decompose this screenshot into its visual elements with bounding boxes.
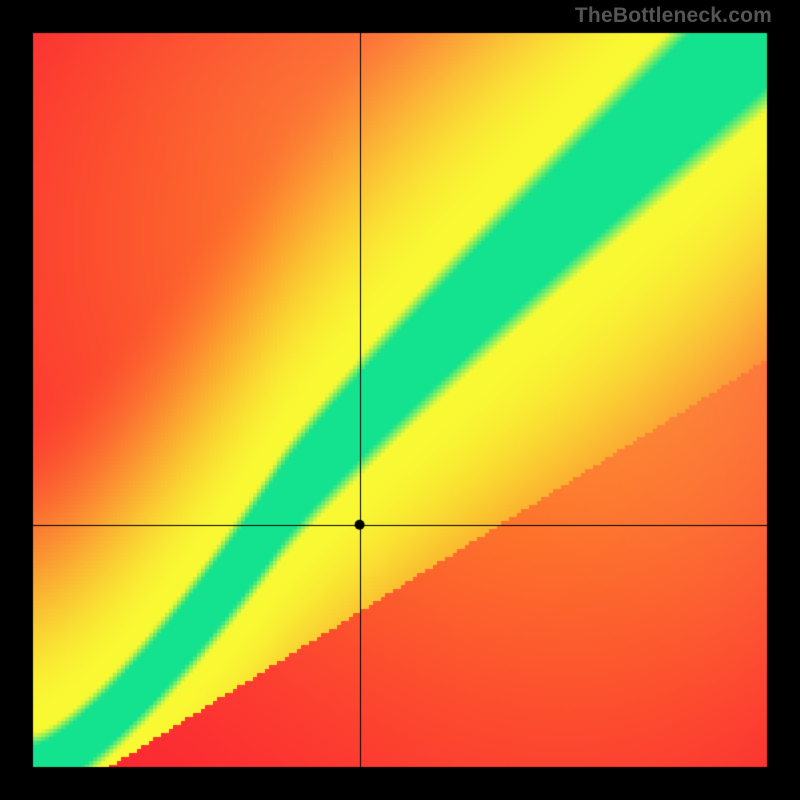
attribution-label: TheBottleneck.com [575, 4, 772, 28]
chart-container: TheBottleneck.com [0, 0, 800, 800]
heatmap-canvas [0, 0, 800, 800]
